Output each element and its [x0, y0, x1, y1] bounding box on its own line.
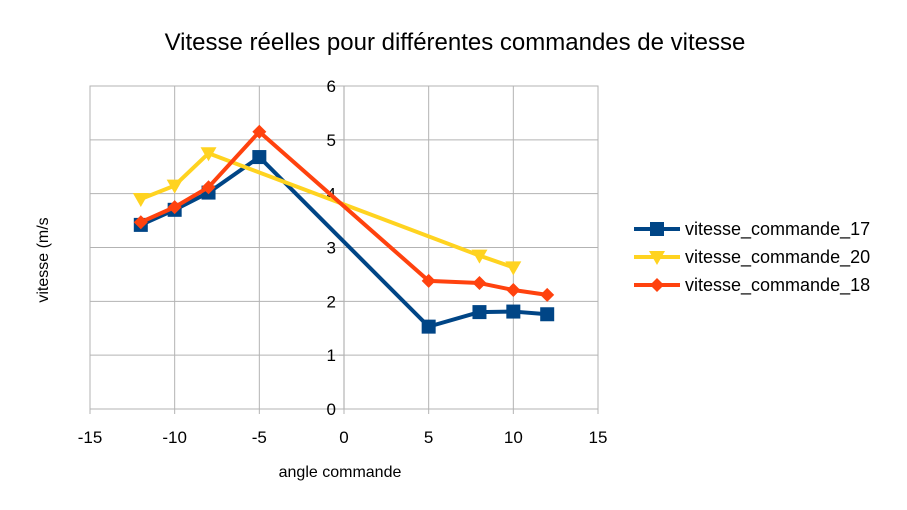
chart-title: Vitesse réelles pour différentes command…	[165, 29, 746, 56]
legend-label: vitesse_commande_17	[685, 219, 870, 240]
data-point	[201, 180, 216, 195]
y-tick-label: 1	[327, 346, 336, 365]
data-point	[472, 276, 487, 291]
y-tick-label: 5	[327, 131, 336, 150]
data-point	[252, 150, 267, 165]
y-tick-label: 6	[327, 77, 336, 96]
legend-item: vitesse_commande_20	[634, 247, 870, 268]
legend-marker	[650, 222, 664, 236]
data-point	[133, 215, 148, 230]
legend: vitesse_commande_17 vitesse_commande_20vi…	[634, 219, 870, 296]
series-vitesse_commande_18	[133, 124, 555, 302]
legend-marker	[649, 251, 665, 265]
legend-item: vitesse_commande_18	[634, 275, 870, 296]
data-point	[471, 249, 488, 264]
data-point	[132, 193, 149, 208]
data-point	[421, 273, 436, 288]
y-tick-label: 2	[327, 292, 336, 311]
legend-label: vitesse_commande_20	[685, 247, 870, 268]
data-point	[540, 307, 555, 322]
data-point	[472, 305, 487, 320]
y-axis-label: vitesse (m/s	[35, 217, 52, 302]
data-point	[506, 304, 521, 319]
data-point	[252, 124, 267, 139]
x-tick-label: 15	[589, 428, 608, 447]
data-point	[540, 287, 555, 302]
data-point	[167, 200, 182, 215]
x-axis-label: angle commande	[279, 464, 402, 481]
axes	[89, 85, 599, 414]
x-tick-label: -15	[78, 428, 103, 447]
legend-item: vitesse_commande_17	[634, 219, 870, 240]
x-tick-label: -5	[252, 428, 267, 447]
x-tick-label: 5	[424, 428, 433, 447]
x-tick-label: -10	[162, 428, 187, 447]
y-tick-label: 0	[327, 400, 336, 419]
series-vitesse_commande_20	[132, 147, 522, 276]
data-point	[200, 147, 217, 162]
data-point	[421, 319, 436, 334]
data-point	[505, 261, 522, 276]
series-layer	[132, 124, 555, 334]
x-tick-label: 0	[339, 428, 348, 447]
data-point	[506, 283, 521, 298]
x-tick-labels: -15 -10 -5 0 5 10 15	[78, 428, 608, 447]
legend-marker	[650, 278, 664, 292]
x-tick-label: 10	[504, 428, 523, 447]
y-tick-label: 3	[327, 239, 336, 258]
legend-label: vitesse_commande_18	[685, 275, 870, 296]
data-point	[166, 179, 183, 194]
